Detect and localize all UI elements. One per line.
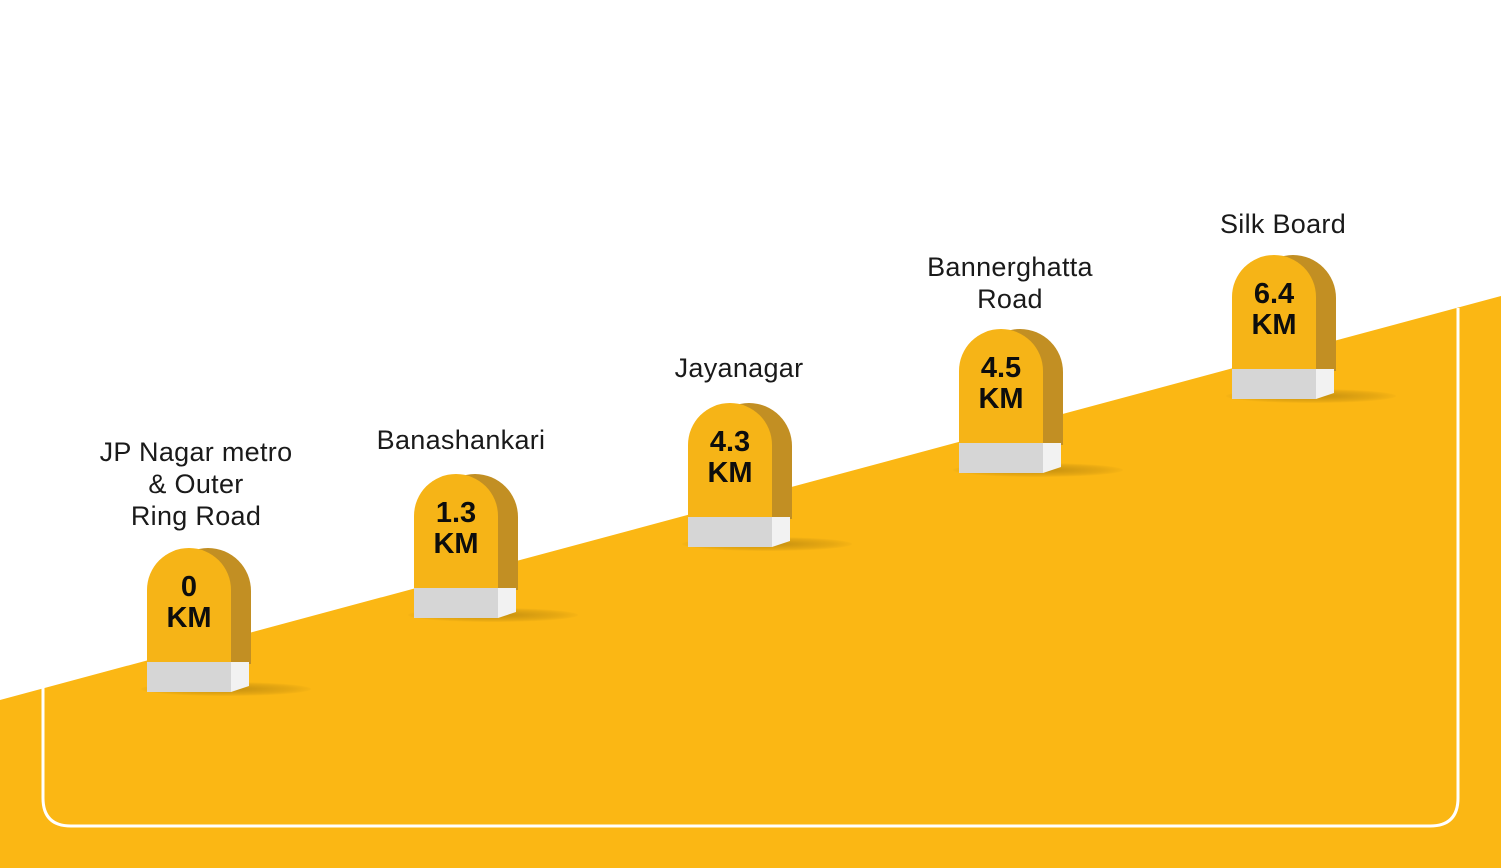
milestone-4-5km: 4.5 KM [953, 329, 1123, 479]
milestone-base [147, 662, 231, 692]
distance-unit: KM [166, 602, 212, 634]
distance-value: 4.5 [980, 352, 1022, 384]
milestone-base [688, 517, 772, 547]
milestone-face [414, 474, 498, 590]
milestone-4-3km: 4.3 KM [682, 403, 852, 553]
milestone-base [1232, 369, 1316, 399]
milestone-face [147, 548, 231, 664]
place-label-jayanagar: Jayanagar [674, 353, 804, 383]
milestone-base [414, 588, 498, 618]
milestone-face [959, 329, 1043, 445]
place-label-silk-board: Silk Board [1219, 209, 1347, 239]
milestone-base [959, 443, 1043, 473]
milestone-distance: 4.3 KM [688, 427, 772, 489]
milestone-face [688, 403, 772, 519]
distance-value: 0 [180, 571, 198, 603]
milestone-base-side [498, 588, 516, 618]
milestone-face [1232, 255, 1316, 371]
milestone-1-3km: 1.3 KM [408, 474, 578, 624]
milestone-base-side [1316, 369, 1334, 399]
milestone-base-side [231, 662, 249, 692]
milestone-distance: 0 KM [147, 572, 231, 634]
milestone-base-side [1043, 443, 1061, 473]
distance-unit: KM [707, 457, 753, 489]
place-label-banashankari: Banashankari [376, 425, 546, 455]
place-label-bannerghatta: Bannerghatta Road [927, 252, 1093, 314]
distance-unit: KM [1251, 309, 1297, 341]
distance-value: 4.3 [709, 426, 751, 458]
distance-value: 1.3 [435, 497, 477, 529]
place-label-jp-nagar: JP Nagar metro & Outer Ring Road [99, 437, 293, 531]
milestone-6-4km: 6.4 KM [1226, 255, 1396, 405]
road-slope [0, 296, 1501, 868]
milestone-base-side [772, 517, 790, 547]
milestone-distance: 6.4 KM [1232, 279, 1316, 341]
milestone-0km: 0 KM [141, 548, 311, 698]
road-outline [41, 308, 1460, 828]
milestone-distance: 4.5 KM [959, 353, 1043, 415]
distance-unit: KM [433, 528, 479, 560]
milestone-distance: 1.3 KM [414, 498, 498, 560]
distance-unit: KM [978, 383, 1024, 415]
distance-value: 6.4 [1253, 278, 1295, 310]
